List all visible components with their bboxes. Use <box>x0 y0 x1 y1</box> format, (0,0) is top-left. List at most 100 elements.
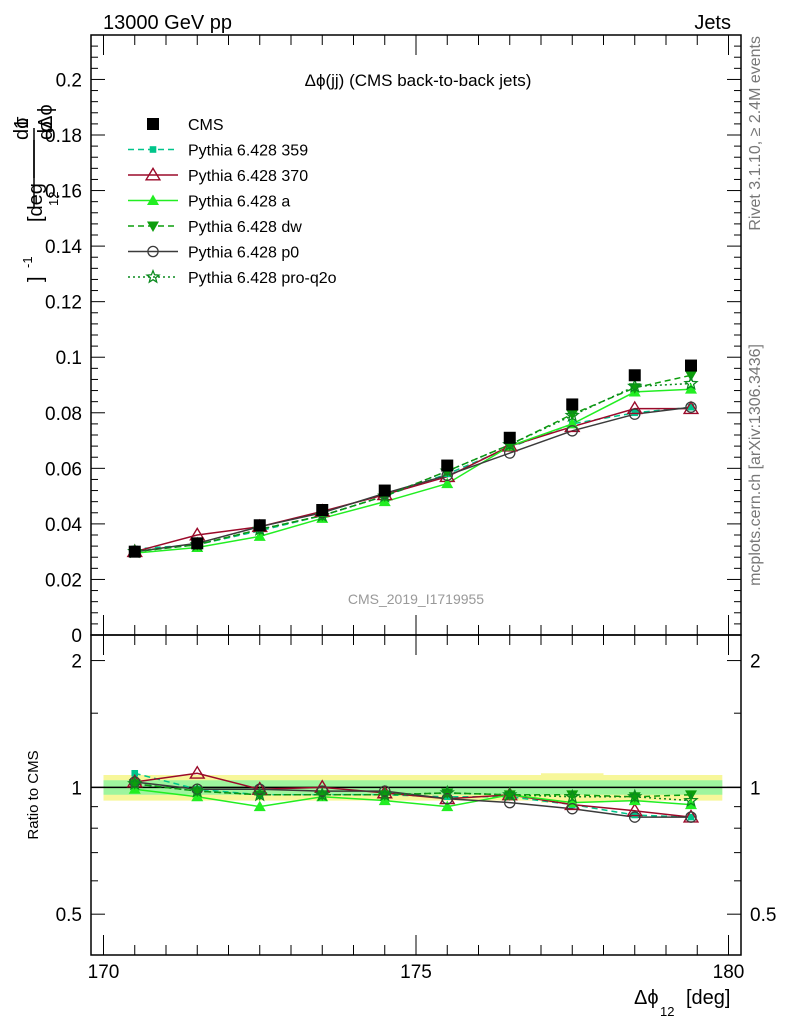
legend-label-pdw: Pythia 6.428 dw <box>188 219 302 236</box>
x-tick-label: 180 <box>713 962 745 983</box>
ratio-y-tick-label: 0.5 <box>56 905 82 926</box>
ratio-y-tick-label: 2 <box>71 652 82 673</box>
ratio-point-pq2o <box>314 786 330 802</box>
main-x-ticks <box>103 35 729 635</box>
main-series-lines <box>134 374 692 554</box>
main-y-tick-label: 0.16 <box>45 182 82 203</box>
y-label-num-dsigma: dσ <box>11 116 33 140</box>
ratio-point-pp0 <box>316 785 328 797</box>
y-label-one: 1 <box>11 118 33 129</box>
data-point-pp0 <box>566 425 579 437</box>
ratio-point-pa <box>441 800 454 812</box>
data-point-pq2o <box>627 378 643 393</box>
ratio-series-lines <box>134 772 692 818</box>
ratio-y-tick-label-right: 2 <box>750 652 761 673</box>
ratio-point-pp0 <box>378 785 391 797</box>
data-point-pdw <box>566 409 579 421</box>
data-point-CMS <box>441 459 454 472</box>
ratio-series-markers <box>126 765 700 823</box>
data-point-pa <box>566 417 579 429</box>
series-line-pp0 <box>134 406 692 553</box>
data-point-CMS <box>128 545 141 558</box>
ratio-x-axis: 170 175 180 <box>88 635 745 983</box>
x-axis-title-symbol: Δϕ <box>634 987 659 1009</box>
x-axis-title-unit: [deg] <box>686 987 730 1009</box>
data-point-pa <box>441 477 454 489</box>
legend-item-pq2o: Pythia 6.428 pro-q2o <box>128 268 337 287</box>
legend: CMS Pythia 6.428 359 Pythia 6.428 370 Pythi… <box>128 117 337 287</box>
ratio-point-pq2o <box>377 786 393 802</box>
source-label: mcplots.cern.ch [arXiv:1306.3436] <box>747 344 764 586</box>
data-point-pa <box>253 530 266 541</box>
legend-label-p370: Pythia 6.428 370 <box>188 168 308 185</box>
legend-label-pq2o: Pythia 6.428 pro-q2o <box>188 270 337 287</box>
data-point-pq2o <box>564 407 580 423</box>
x-tick-label: 170 <box>88 962 120 983</box>
main-y-tick-label: 0 <box>71 626 82 647</box>
main-series-markers <box>126 359 700 559</box>
legend-item-pdw: Pythia 6.428 dw <box>128 219 302 236</box>
watermark-label: CMS_2019_I1719955 <box>348 591 484 607</box>
data-point-CMS <box>566 398 579 411</box>
x-tick-label: 175 <box>400 962 432 983</box>
ratio-point-p359 <box>131 769 139 777</box>
ratio-point-pp0 <box>253 783 266 795</box>
main-plot-title: Δϕ(jj) (CMS back-to-back jets) <box>305 71 532 90</box>
ratio-point-pp0 <box>566 802 579 815</box>
legend-marker-pp0 <box>147 245 159 258</box>
data-point-CMS <box>316 504 329 516</box>
ratio-y-axis: 0.5 0.5 1 1 2 2 <box>56 652 777 927</box>
ratio-y-tick-label-right: 1 <box>750 778 761 799</box>
main-y-tick-label: 0.2 <box>56 70 82 91</box>
legend-marker-p359 <box>149 146 157 153</box>
data-point-pq2o <box>683 375 699 391</box>
process-label: Jets <box>694 12 731 34</box>
series-line-p370 <box>134 407 691 553</box>
legend-marker-pa <box>147 194 159 205</box>
series-line-pq2o <box>134 382 692 553</box>
main-y-tick-label: 0.12 <box>45 293 82 314</box>
series-line-p359 <box>134 406 692 550</box>
legend-item-p359: Pythia 6.428 359 <box>128 143 308 160</box>
y-label-den-sigma: σ <box>35 119 57 132</box>
y-label-den-dphi: dΔϕ <box>35 104 57 140</box>
legend-label-p359: Pythia 6.428 359 <box>188 143 308 160</box>
y-label-den-sub: 12 <box>46 192 61 206</box>
ratio-point-pp0 <box>629 811 641 823</box>
y-label-unit-sup: -1 <box>20 256 35 268</box>
data-point-p370 <box>626 400 643 415</box>
ratio-line-p370 <box>134 772 692 818</box>
ratio-point-pq2o <box>564 788 580 804</box>
ratio-y-tick-label-right: 0.5 <box>750 905 776 926</box>
ratio-point-pq2o <box>439 784 455 800</box>
ratio-y-tick-label: 1 <box>71 778 82 799</box>
legend-item-CMS: CMS <box>147 117 224 134</box>
main-plot-panel: 00.020.040.060.080.10.120.140.160.180.2 … <box>11 34 742 647</box>
data-point-CMS <box>191 537 204 550</box>
ratio-plot-panel: 0.5 0.51 12 2 170 175 180 Ratio to CMS Δϕ 12 … <box>25 634 777 1019</box>
ratio-line-pq2o <box>134 783 692 802</box>
main-y-tick-label: 0.14 <box>45 237 82 258</box>
data-point-CMS <box>503 431 516 444</box>
legend-marker-CMS <box>147 118 159 130</box>
main-y-tick-label: 0.02 <box>45 570 82 591</box>
ratio-point-pq2o <box>502 786 518 802</box>
main-y-tick-label: 0.18 <box>45 126 82 147</box>
energy-label: 13000 GeV pp <box>103 12 232 34</box>
legend-label-pp0: Pythia 6.428 p0 <box>188 245 299 262</box>
legend-marker-p370 <box>144 167 162 181</box>
y-label-unit: [deg <box>25 183 47 222</box>
main-y-axis-label: 1 σ dσ dΔϕ 12 [deg -1 ] <box>11 104 61 282</box>
data-point-CMS <box>378 484 391 497</box>
data-point-pa <box>685 383 697 394</box>
ratio-point-pq2o <box>127 775 143 791</box>
legend-item-p370: Pythia 6.428 370 <box>128 167 308 185</box>
main-y-tick-label: 0.08 <box>45 404 82 425</box>
ratio-point-pq2o <box>683 792 699 808</box>
legend-item-pp0: Pythia 6.428 p0 <box>128 245 299 262</box>
ratio-line-pa <box>134 788 692 808</box>
main-y-tick-label: 0.04 <box>45 515 82 536</box>
ratio-point-pa <box>253 800 266 812</box>
ratio-point-p370 <box>189 765 206 779</box>
